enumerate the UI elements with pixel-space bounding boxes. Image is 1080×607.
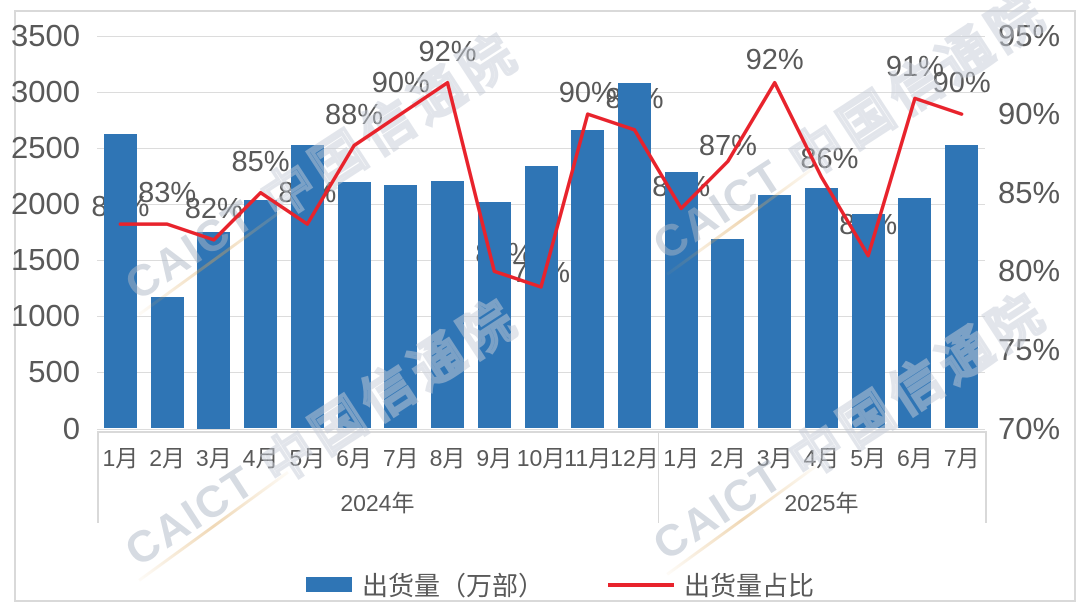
x-axis-month-label: 7月: [382, 445, 419, 471]
shipment-bar: [571, 129, 605, 429]
shipment-bar: [197, 232, 231, 429]
shipment-bar: [664, 171, 698, 429]
y-axis-tick-left: 2000: [11, 185, 80, 221]
shipment-bar: [477, 202, 511, 429]
x-axis-month-label: 5月: [289, 445, 326, 471]
line-point-label: 92%: [418, 35, 477, 68]
legend-item-share: 出货量占比: [608, 566, 814, 603]
shipment-bar: [244, 199, 278, 429]
x-axis-month-label: 6月: [336, 445, 372, 471]
shipment-bar: [431, 180, 465, 429]
y-axis-tick-left: 500: [28, 354, 80, 390]
shipment-bar: [898, 198, 932, 429]
line-point-label: 91%: [885, 51, 944, 84]
x-axis-month-label: 4月: [242, 445, 279, 471]
y-axis-tick-right: 80%: [998, 253, 1061, 289]
line-swatch-icon: [608, 582, 674, 587]
shipment-bar: [150, 296, 184, 429]
x-axis-month-label: 11月: [564, 445, 612, 471]
x-axis-month-label: 1月: [102, 445, 139, 471]
x-axis-month-label: 3月: [195, 445, 232, 471]
y-axis-tick-left: 2500: [11, 129, 80, 165]
y-axis-tick-left: 3500: [11, 17, 80, 53]
x-axis-month-label: 1月: [663, 445, 700, 471]
y-axis-tick-left: 3000: [11, 73, 80, 109]
shipment-bar: [337, 182, 371, 429]
x-axis-year-label: 2024年: [340, 490, 415, 516]
gridline: [97, 428, 985, 430]
shipment-bar: [804, 188, 838, 429]
shipment-bar: [758, 194, 792, 429]
category-separator: [97, 431, 99, 523]
x-axis-month-label: 2月: [149, 445, 185, 471]
x-axis-month-label: 12月: [610, 445, 659, 471]
x-axis-month-label: 9月: [476, 445, 513, 471]
bar-swatch-icon: [305, 577, 352, 592]
x-axis-line: [97, 431, 985, 433]
line-point-label: 87%: [698, 130, 757, 163]
gridline: [97, 35, 985, 37]
line-point-label: 82%: [184, 192, 243, 225]
shipment-bar: [524, 165, 558, 429]
x-axis-month-label: 7月: [943, 445, 980, 471]
shipment-bar: [384, 184, 418, 429]
x-axis-month-label: 10月: [516, 445, 566, 471]
x-axis-month-label: 8月: [429, 445, 466, 471]
legend-line-label: 出货量占比: [684, 571, 815, 601]
legend: 出货量（万部） 出货量占比: [0, 566, 1080, 603]
y-axis-tick-left: 0: [62, 410, 80, 446]
y-axis-tick-left: 1500: [11, 242, 80, 278]
category-separator: [657, 431, 660, 523]
legend-bar-label: 出货量（万部）: [361, 571, 544, 601]
y-axis-tick-right: 70%: [998, 410, 1061, 446]
x-axis-month-label: 6月: [896, 445, 933, 471]
shipment-bar: [851, 214, 885, 429]
y-axis-tick-right: 85%: [998, 174, 1061, 210]
y-axis-tick-right: 90%: [998, 96, 1061, 132]
shipment-bar: [103, 134, 137, 429]
y-axis-tick-left: 1000: [11, 298, 80, 334]
x-axis-month-label: 2月: [710, 445, 746, 471]
line-point-label: 90%: [932, 67, 991, 100]
gridline: [97, 91, 985, 93]
x-axis-month-label: 3月: [756, 445, 793, 471]
line-point-label: 85%: [231, 145, 290, 178]
legend-item-shipments: 出货量（万部）: [305, 566, 544, 603]
shipment-bar: [945, 144, 979, 429]
shipment-bar: [290, 144, 324, 429]
shipment-bar: [617, 82, 651, 429]
x-axis-year-label: 2025年: [784, 490, 859, 516]
line-point-label: 88%: [325, 98, 384, 131]
y-axis-tick-right: 95%: [998, 17, 1061, 53]
shipment-bar: [711, 238, 745, 429]
category-separator: [985, 431, 987, 523]
line-point-label: 86%: [800, 142, 859, 175]
line-point-label: 90%: [371, 67, 430, 100]
x-axis-month-label: 4月: [803, 445, 840, 471]
x-axis-month-label: 5月: [850, 445, 887, 471]
line-point-label: 92%: [745, 43, 804, 76]
y-axis-tick-right: 75%: [998, 331, 1061, 367]
